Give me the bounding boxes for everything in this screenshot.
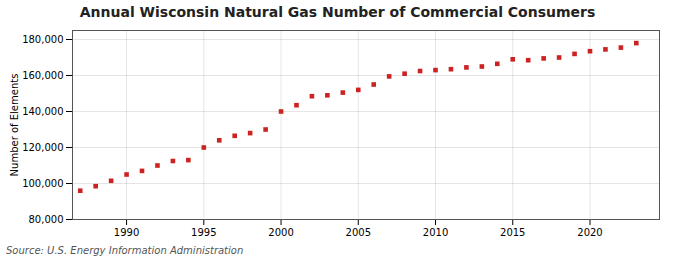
html-text:Source: U.S. Energy Informatio: Source: U.S. Energy Information Administ… — [6, 245, 244, 256]
svg-text:1990: 1990 — [114, 227, 139, 238]
svg-text:160,000: 160,000 — [22, 70, 63, 81]
svg-text:2005: 2005 — [346, 227, 371, 238]
svg-text:180,000: 180,000 — [22, 34, 63, 45]
svg-text:140,000: 140,000 — [22, 106, 63, 117]
svg-text:120,000: 120,000 — [22, 142, 63, 153]
svg-text:100,000: 100,000 — [22, 178, 63, 189]
svg-text:2000: 2000 — [268, 227, 293, 238]
svg-text:Number of Elements: Number of Elements — [9, 74, 20, 177]
html-text:Annual Wisconsin Natural Gas N: Annual Wisconsin Natural Gas Number of C… — [79, 4, 596, 20]
svg-text:1995: 1995 — [191, 227, 216, 238]
svg-text:2020: 2020 — [577, 227, 602, 238]
svg-text:2015: 2015 — [500, 227, 525, 238]
svg-text:2010: 2010 — [423, 227, 448, 238]
svg-text:80,000: 80,000 — [29, 214, 64, 225]
